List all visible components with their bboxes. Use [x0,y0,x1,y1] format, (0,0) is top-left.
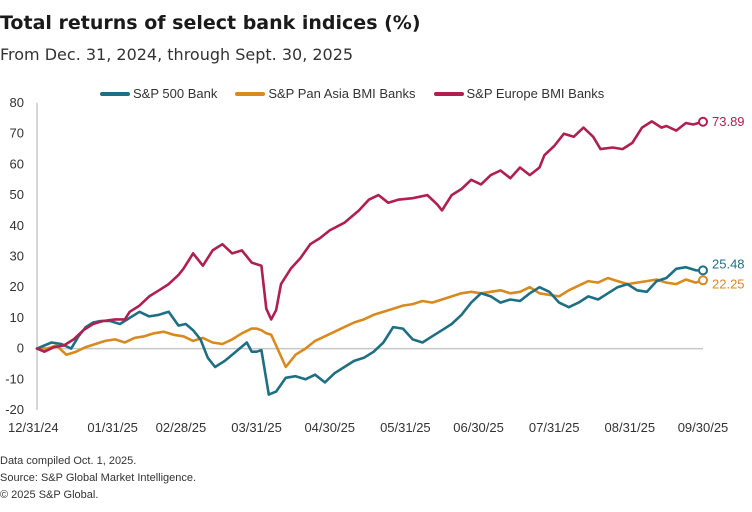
y-tick-label: -10 [5,371,24,386]
x-axis: 12/31/24 01/31/25 02/28/25 03/31/25 04/30/25… [8,420,728,435]
x-tick-label: 09/30/25 [678,420,729,435]
x-tick-label: 07/31/25 [529,420,580,435]
y-tick-label: 70 [10,126,24,141]
y-tick-label: 80 [10,95,24,110]
x-tick-label: 01/31/25 [87,420,138,435]
end-marker-1 [698,275,708,286]
x-tick-label: 12/31/24 [8,420,59,435]
y-tick-label: 50 [10,187,24,202]
chart-title: Total returns of select bank indices (%) [0,12,421,34]
end-marker-0 [698,265,708,276]
end-value-label-2: 73.89 [712,114,745,129]
y-tick-label: -20 [5,402,24,417]
footer-data-compiled: Data compiled Oct. 1, 2025. [0,455,137,467]
legend: S&P 500 Bank S&P Pan Asia BMI Banks S&P … [100,86,604,101]
y-tick-label: 30 [10,249,24,264]
x-tick-label: 04/30/25 [304,420,355,435]
legend-item-sp500-bank: S&P 500 Bank [100,86,217,101]
series-line-0 [35,265,705,396]
series-line-2 [35,120,705,354]
legend-item-pan-asia: S&P Pan Asia BMI Banks [235,86,416,101]
legend-label-europe: S&P Europe BMI Banks [466,86,605,101]
x-tick-label: 03/31/25 [231,420,282,435]
legend-label-pan-asia: S&P Pan Asia BMI Banks [268,86,416,101]
y-axis: -20 -10 0 10 20 30 40 50 60 70 80 [5,95,703,417]
end-value-label-0: 25.48 [712,256,745,271]
x-tick-label: 02/28/25 [156,420,207,435]
legend-label-sp500-bank: S&P 500 Bank [133,86,218,101]
legend-swatch-pan-asia [235,91,266,96]
legend-item-europe: S&P Europe BMI Banks [433,86,605,101]
x-tick-label: 06/30/25 [453,420,504,435]
y-tick-label: 0 [17,341,24,356]
end-marker-2 [698,116,708,127]
legend-swatch-europe [433,91,464,96]
y-tick-label: 10 [10,310,24,325]
series-line-1 [35,276,705,369]
end-markers: 25.48 22.25 73.89 [698,114,745,291]
y-tick-label: 40 [10,218,24,233]
x-tick-label: 05/31/25 [380,420,431,435]
end-value-label-1: 22.25 [712,276,745,291]
y-tick-label: 60 [10,156,24,171]
legend-swatch-sp500-bank [100,91,130,96]
x-tick-label: 08/31/25 [605,420,656,435]
y-tick-label: 20 [10,279,24,294]
footer-copyright: © 2025 S&P Global. [0,489,99,501]
footer: Data compiled Oct. 1, 2025. Source: S&P … [0,453,196,504]
series-lines [35,120,705,396]
footer-source: Source: S&P Global Market Intelligence. [0,472,197,484]
chart-subtitle: From Dec. 31, 2024, through Sept. 30, 20… [0,45,354,64]
